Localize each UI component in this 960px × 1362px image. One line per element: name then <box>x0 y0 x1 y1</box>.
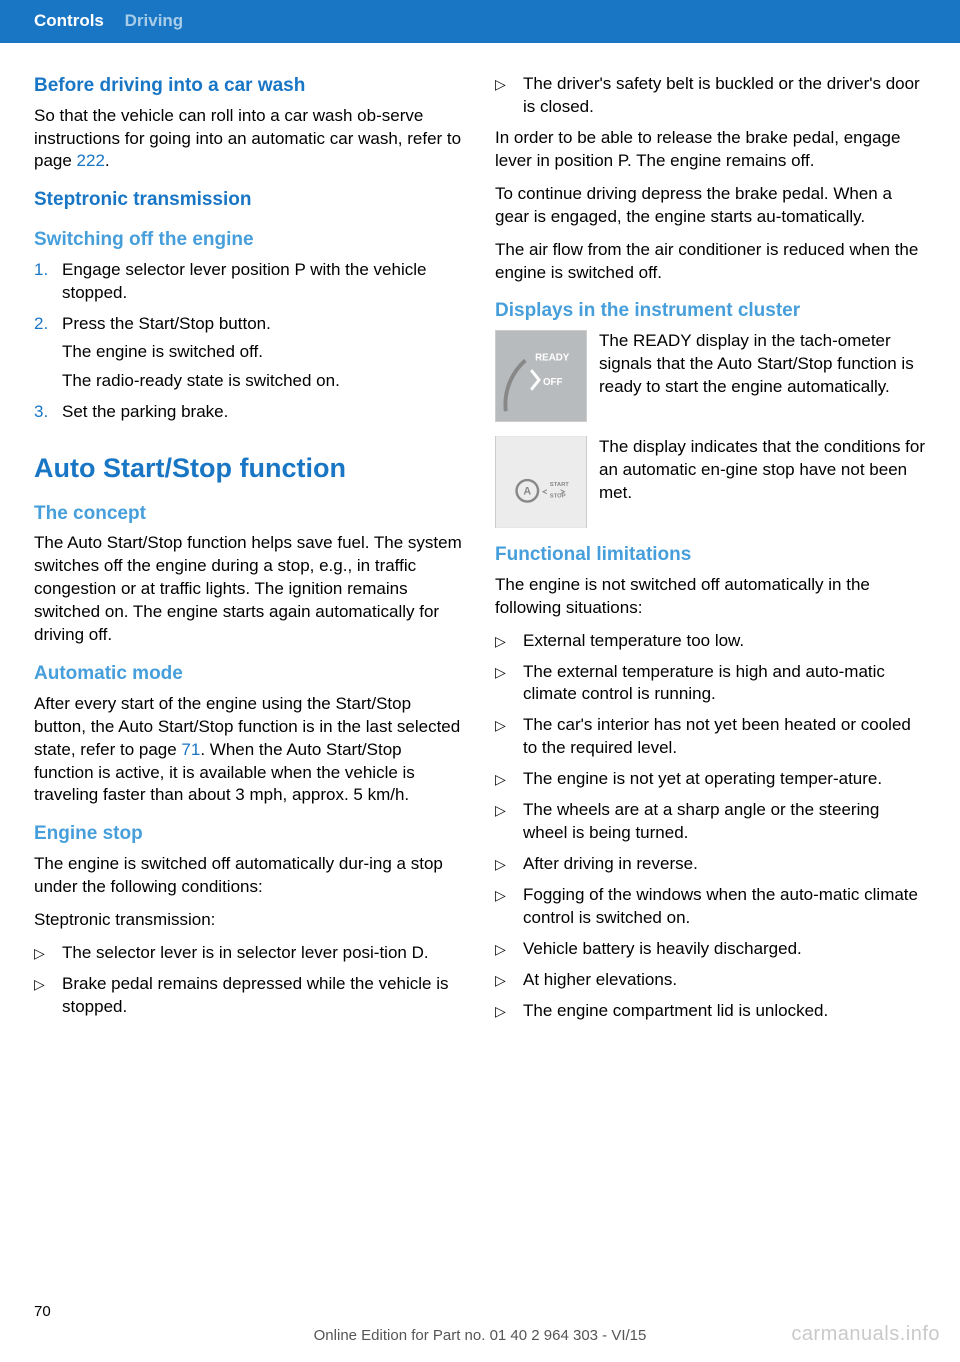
list-item: The selector lever is in selector lever … <box>34 942 465 965</box>
list-item: The wheels are at a sharp angle or the s… <box>495 799 926 845</box>
list-item: The external temperature is high and aut… <box>495 661 926 707</box>
heading-switching-off: Switching off the engine <box>34 227 465 253</box>
page-link-222[interactable]: 222 <box>77 151 105 170</box>
paragraph: So that the vehicle can roll into a car … <box>34 105 465 174</box>
icon-block-stop: A START STOP The display indicates that … <box>495 436 926 528</box>
text: The engine is switched off. <box>62 341 465 364</box>
icon-text: The display indicates that the condition… <box>599 436 926 505</box>
list-item: Brake pedal remains depressed while the … <box>34 973 465 1019</box>
text: Engage selector lever position P with th… <box>62 259 465 305</box>
paragraph: After every start of the engine using th… <box>34 693 465 808</box>
bullet-list: External temperature too low. The extern… <box>495 630 926 1023</box>
svg-text:READY: READY <box>535 352 570 363</box>
list-item: Engage selector lever position P with th… <box>34 259 465 305</box>
page-number: 70 <box>34 1302 926 1322</box>
svg-text:START: START <box>550 482 570 488</box>
list-item: Set the parking brake. <box>34 401 465 424</box>
list-item: Press the Start/Stop button. The engine … <box>34 313 465 394</box>
text: The radio-ready state is switched on. <box>62 370 465 393</box>
paragraph: The engine is switched off automatically… <box>34 853 465 899</box>
heading-steptronic: Steptronic transmission <box>34 187 465 213</box>
heading-auto-mode: Automatic mode <box>34 661 465 687</box>
start-stop-icon: A START STOP <box>495 436 587 528</box>
list-item: External temperature too low. <box>495 630 926 653</box>
icon-text: The READY display in the tach‐ometer sig… <box>599 330 926 399</box>
paragraph: The engine is not switched off automatic… <box>495 574 926 620</box>
left-column: Before driving into a car wash So that t… <box>34 73 465 1031</box>
heading-functional-limitations: Functional limitations <box>495 542 926 568</box>
list-item: Vehicle battery is heavily discharged. <box>495 938 926 961</box>
list-item: At higher elevations. <box>495 969 926 992</box>
paragraph: Steptronic transmission: <box>34 909 465 932</box>
bullet-list: The selector lever is in selector lever … <box>34 942 465 1019</box>
bullet-list: The driver's safety belt is buckled or t… <box>495 73 926 119</box>
svg-text:A: A <box>523 486 531 498</box>
heading-carwash: Before driving into a car wash <box>34 73 465 99</box>
heading-auto-start-stop: Auto Start/Stop function <box>34 450 465 486</box>
text: Press the Start/Stop button. <box>62 313 465 336</box>
paragraph: The Auto Start/Stop function helps save … <box>34 532 465 647</box>
list-item: The driver's safety belt is buckled or t… <box>495 73 926 119</box>
svg-text:STOP: STOP <box>550 494 566 500</box>
svg-text:OFF: OFF <box>543 377 563 388</box>
paragraph: The air flow from the air conditioner is… <box>495 239 926 285</box>
list-item: After driving in reverse. <box>495 853 926 876</box>
breadcrumb-active: Controls <box>34 11 104 30</box>
content-columns: Before driving into a car wash So that t… <box>0 43 960 1051</box>
heading-displays: Displays in the instrument cluster <box>495 298 926 324</box>
paragraph: In order to be able to release the brake… <box>495 127 926 173</box>
right-column: The driver's safety belt is buckled or t… <box>495 73 926 1031</box>
list-item: The car's interior has not yet been heat… <box>495 714 926 760</box>
breadcrumb-inactive: Driving <box>125 11 184 30</box>
icon-block-ready: READY OFF The READY display in the tach‐… <box>495 330 926 422</box>
text: Set the parking brake. <box>62 401 465 424</box>
list-item: The engine is not yet at operating tempe… <box>495 768 926 791</box>
list-item: The engine compartment lid is unlocked. <box>495 1000 926 1023</box>
numbered-list: Engage selector lever position P with th… <box>34 259 465 425</box>
list-item: Fogging of the windows when the auto‐mat… <box>495 884 926 930</box>
ready-display-icon: READY OFF <box>495 330 587 422</box>
page-link-71[interactable]: 71 <box>181 740 200 759</box>
watermark: carmanuals.info <box>791 1321 940 1348</box>
text: . <box>105 151 110 170</box>
heading-concept: The concept <box>34 501 465 527</box>
paragraph: To continue driving depress the brake pe… <box>495 183 926 229</box>
heading-engine-stop: Engine stop <box>34 821 465 847</box>
header-bar: Controls Driving <box>0 0 960 43</box>
